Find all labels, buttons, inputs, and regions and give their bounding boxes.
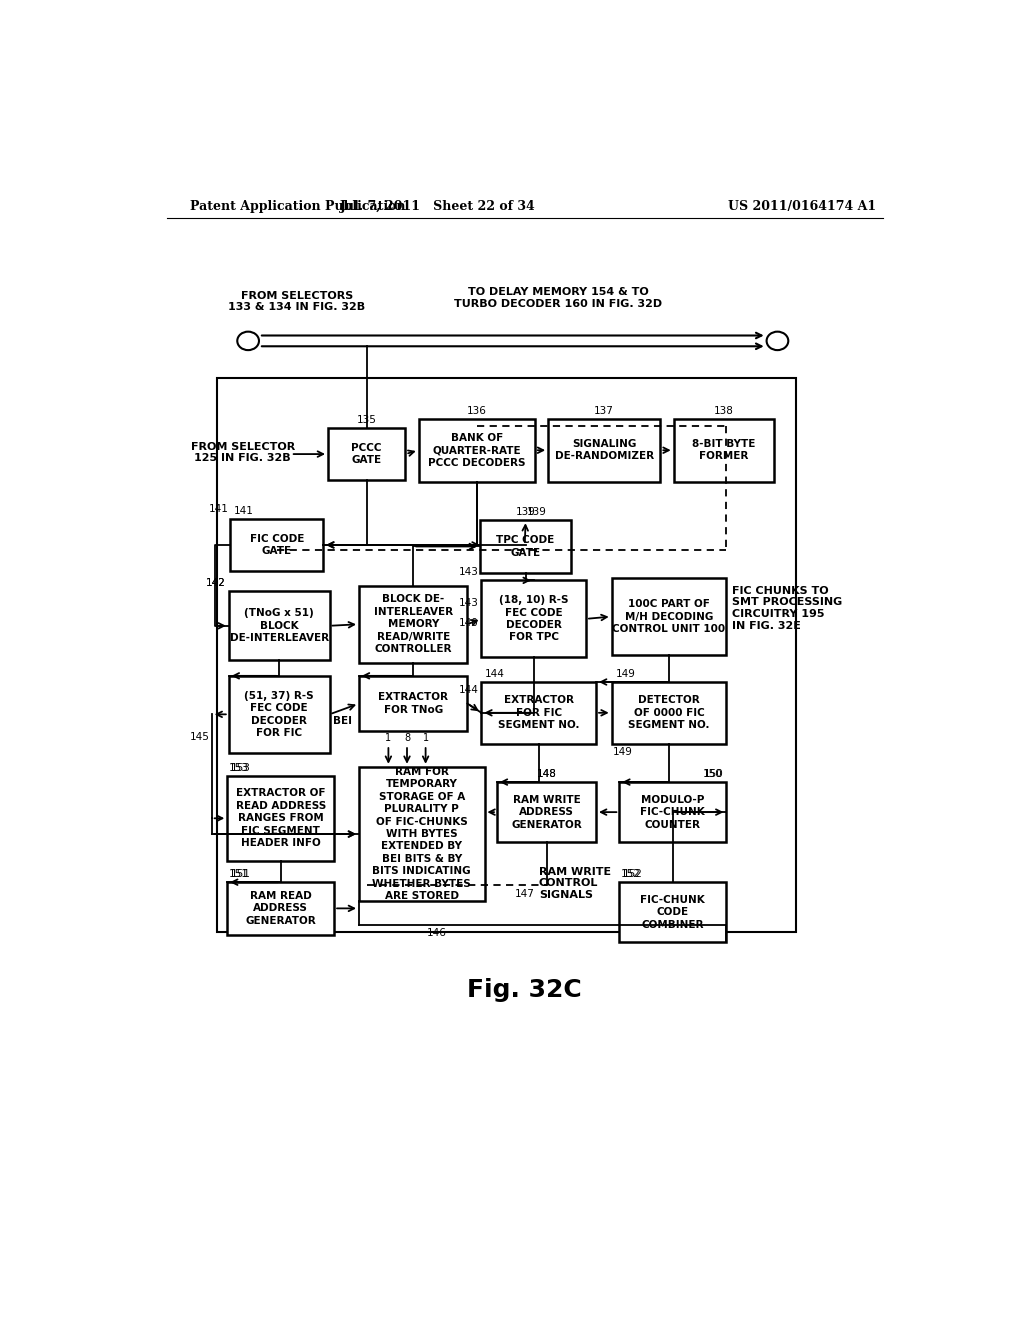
Bar [620,882,726,942]
Text: BLOCK DE-
INTERLEAVER
MEMORY
READ/WRITE
CONTROLLER: BLOCK DE- INTERLEAVER MEMORY READ/WRITE … [374,594,453,653]
Text: 144: 144 [485,669,505,678]
Text: 145: 145 [189,733,209,742]
Text: RAM READ
ADDRESS
GENERATOR: RAM READ ADDRESS GENERATOR [246,891,316,925]
Text: MODULO-P
FIC-CHUNK
COUNTER: MODULO-P FIC-CHUNK COUNTER [640,795,706,829]
Text: 152: 152 [621,869,641,879]
Bar [611,578,726,655]
Text: 142: 142 [206,578,225,589]
Bar [481,581,586,657]
Text: RAM WRITE
ADDRESS
GENERATOR: RAM WRITE ADDRESS GENERATOR [511,795,582,829]
Text: 141: 141 [209,504,228,515]
Text: 8-BIT BYTE
FORMER: 8-BIT BYTE FORMER [692,440,756,462]
Text: RAM WRITE
CONTROL
SIGNALS: RAM WRITE CONTROL SIGNALS [539,867,611,900]
Text: 150: 150 [702,770,722,779]
Text: TPC CODE
GATE: TPC CODE GATE [497,536,555,557]
Text: 152: 152 [624,869,643,879]
Text: 151: 151 [231,869,251,879]
Text: FIC CODE
GATE: FIC CODE GATE [250,533,304,556]
Text: 143: 143 [459,568,478,577]
Text: (18, 10) R-S
FEC CODE
DECODER
FOR TPC: (18, 10) R-S FEC CODE DECODER FOR TPC [499,595,568,643]
Bar [228,591,330,660]
Bar [359,586,467,663]
Text: 140: 140 [459,618,478,628]
Text: FIC-CHUNK
CODE
COMBINER: FIC-CHUNK CODE COMBINER [640,895,706,929]
Bar [419,418,535,482]
Text: 8: 8 [403,733,410,743]
Bar [359,676,467,731]
Text: EXTRACTOR
FOR FIC
SEGMENT NO.: EXTRACTOR FOR FIC SEGMENT NO. [498,696,580,730]
Text: 139: 139 [516,507,536,517]
Bar [328,428,406,480]
Bar [497,781,596,842]
Bar [217,378,796,932]
Text: 142: 142 [206,578,225,589]
Text: 1: 1 [423,733,429,743]
Text: TO DELAY MEMORY 154 & TO
TURBO DECODER 160 IN FIG. 32D: TO DELAY MEMORY 154 & TO TURBO DECODER 1… [454,286,663,309]
Text: PCCC
GATE: PCCC GATE [351,444,382,465]
Ellipse shape [767,331,788,350]
Text: 1: 1 [385,733,391,743]
Text: 136: 136 [467,405,486,416]
Text: RAM FOR
TEMPORARY
STORAGE OF A
PLURALITY P
OF FIC-CHUNKS
WITH BYTES
EXTENDED BY
: RAM FOR TEMPORARY STORAGE OF A PLURALITY… [373,767,471,902]
Bar [620,781,726,842]
Bar [227,776,334,861]
Text: BANK OF
QUARTER-RATE
PCCC DECODERS: BANK OF QUARTER-RATE PCCC DECODERS [428,433,525,467]
Text: Patent Application Publication: Patent Application Publication [190,199,406,213]
Text: 100C PART OF
M/H DECODING
CONTROL UNIT 100: 100C PART OF M/H DECODING CONTROL UNIT 1… [612,599,726,634]
Text: 143: 143 [459,598,478,609]
Text: Jul. 7, 2011   Sheet 22 of 34: Jul. 7, 2011 Sheet 22 of 34 [340,199,536,213]
Text: EXTRACTOR
FOR TNoG: EXTRACTOR FOR TNoG [378,693,449,714]
Text: FROM SELECTORS
133 & 134 IN FIG. 32B: FROM SELECTORS 133 & 134 IN FIG. 32B [228,290,366,313]
Text: 137: 137 [594,405,614,416]
Text: 147: 147 [515,888,535,899]
Text: 149: 149 [613,747,633,756]
Text: 141: 141 [234,506,254,516]
Text: 148: 148 [537,770,556,779]
Text: EXTRACTOR OF
READ ADDRESS
RANGES FROM
FIC SEGMENT
HEADER INFO: EXTRACTOR OF READ ADDRESS RANGES FROM FI… [236,788,326,847]
Text: (TNoG x 51)
BLOCK
DE-INTERLEAVER: (TNoG x 51) BLOCK DE-INTERLEAVER [229,609,329,643]
Text: 148: 148 [537,770,556,779]
Bar [674,418,774,482]
Text: 146: 146 [427,928,447,937]
Text: FIC CHUNKS TO
SMT PROCESSING
CIRCUITRY 195
IN FIG. 32E: FIC CHUNKS TO SMT PROCESSING CIRCUITRY 1… [732,586,843,631]
Bar [359,767,484,902]
Bar [481,682,596,743]
Text: 139: 139 [527,507,547,517]
Bar [227,882,334,935]
Text: (51, 37) R-S
FEC CODE
DECODER
FOR FIC: (51, 37) R-S FEC CODE DECODER FOR FIC [245,690,314,738]
Text: FROM SELECTOR
125 IN FIG. 32B: FROM SELECTOR 125 IN FIG. 32B [190,442,295,463]
Text: US 2011/0164174 A1: US 2011/0164174 A1 [728,199,877,213]
Text: 144: 144 [459,685,478,694]
Bar [611,682,726,743]
Text: Fig. 32C: Fig. 32C [467,978,583,1002]
Text: 153: 153 [231,763,251,774]
Text: 150: 150 [703,770,723,779]
Text: SIGNALING
DE-RANDOMIZER: SIGNALING DE-RANDOMIZER [555,440,653,462]
Text: DETECTOR
OF 0000 FIC
SEGMENT NO.: DETECTOR OF 0000 FIC SEGMENT NO. [628,696,710,730]
Text: 149: 149 [615,669,635,678]
Text: 153: 153 [228,763,249,774]
Text: 135: 135 [356,414,377,425]
Bar [228,676,330,752]
Text: 138: 138 [714,405,734,416]
Bar [548,418,660,482]
Ellipse shape [238,331,259,350]
Text: BEI: BEI [333,715,351,726]
Bar [480,520,571,573]
Text: 151: 151 [228,869,249,879]
Bar [230,519,324,572]
